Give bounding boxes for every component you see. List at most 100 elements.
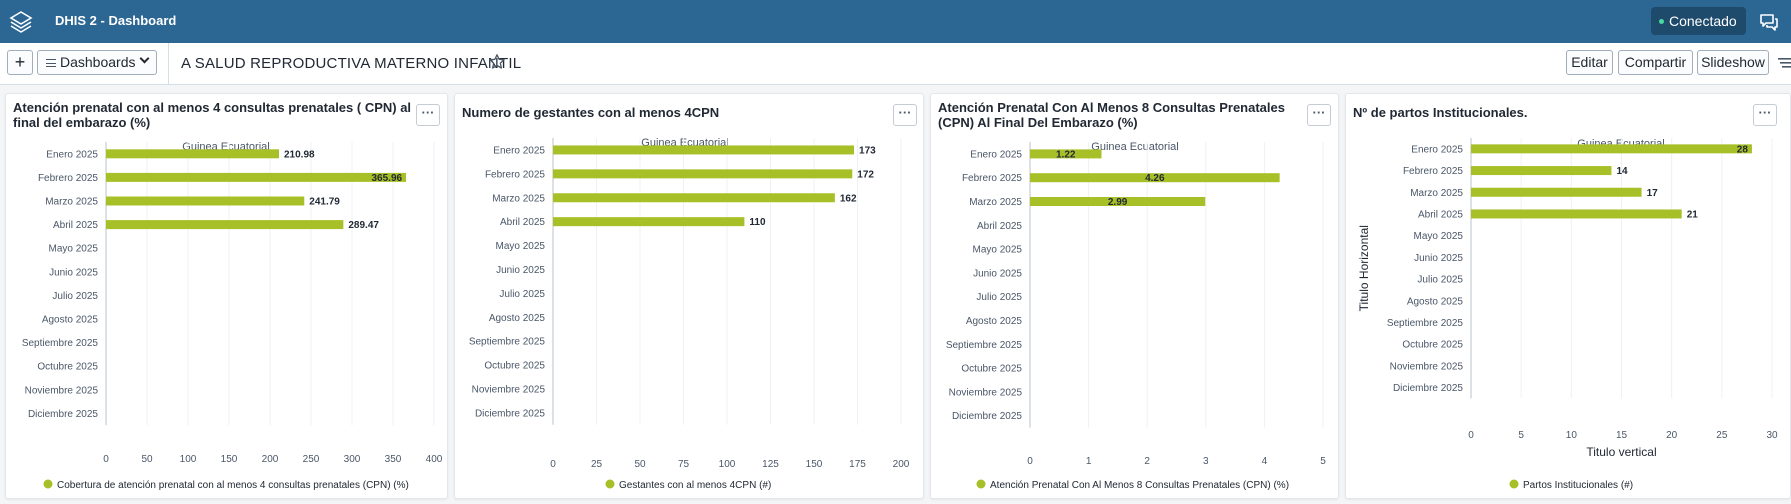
category-label: Octubre 2025 [961, 364, 1022, 375]
category-label: Marzo 2025 [45, 197, 98, 208]
connection-status-label: Conectado [1669, 13, 1737, 29]
connection-status-badge: Conectado [1651, 7, 1746, 35]
data-label: 17 [1647, 188, 1659, 199]
data-label: 28 [1737, 144, 1749, 155]
slideshow-button[interactable]: Slideshow [1697, 50, 1769, 75]
data-label: 4.26 [1145, 173, 1165, 184]
data-label: 365.96 [371, 173, 402, 184]
data-label: 110 [749, 217, 766, 228]
category-label: Agosto 2025 [1407, 296, 1464, 307]
x-tick-label: 50 [634, 459, 646, 470]
divider [168, 43, 169, 85]
bar-chart: Guinea Ecuatorial 0 1 2 3 4 5 Enero 2025 1.22 Feb… [946, 141, 1326, 491]
category-label: Octubre 2025 [1402, 340, 1463, 351]
data-label: 14 [1616, 166, 1628, 177]
card-more-button[interactable]: ··· [416, 104, 440, 126]
category-label: Enero 2025 [493, 145, 545, 156]
x-tick-label: 0 [103, 454, 109, 465]
category-label: Mayo 2025 [1414, 231, 1464, 242]
card-title: Nº de partos Institucionales. [1353, 105, 1528, 120]
x-tick-label: 2 [1144, 456, 1150, 467]
x-tick-label: 100 [719, 459, 736, 470]
add-dashboard-button[interactable]: + [7, 50, 33, 75]
star-icon[interactable] [488, 53, 506, 71]
data-label: 162 [840, 193, 857, 204]
bar [106, 220, 344, 230]
category-label: Febrero 2025 [1403, 166, 1463, 177]
category-label: Octubre 2025 [484, 361, 545, 372]
category-label: Mayo 2025 [49, 244, 99, 255]
chart-card: Atención prenatal con al menos 4 consult… [5, 93, 448, 499]
bar [1471, 187, 1642, 197]
bar [1471, 144, 1752, 154]
x-tick-label: 250 [303, 454, 320, 465]
bar [553, 169, 853, 179]
category-label: Diciembre 2025 [28, 409, 98, 420]
x-tick-label: 75 [678, 459, 690, 470]
legend-label: Gestantes con al menos 4CPN (#) [619, 480, 771, 491]
x-tick-label: 1 [1086, 456, 1092, 467]
card-title: Numero de gestantes con al menos 4CPN [462, 105, 720, 120]
category-label: Marzo 2025 [492, 193, 545, 204]
x-tick-label: 125 [762, 459, 779, 470]
category-label: Abril 2025 [53, 220, 98, 231]
x-tick-label: 50 [141, 454, 153, 465]
dashboards-menu-button[interactable]: Dashboards [37, 50, 157, 75]
category-label: Noviembre 2025 [1390, 361, 1464, 372]
chart-subtitle: Guinea Ecuatorial [1091, 141, 1178, 153]
x-tick-label: 5 [1320, 456, 1326, 467]
category-label: Junio 2025 [496, 265, 545, 276]
category-label: Abril 2025 [500, 217, 545, 228]
x-tick-label: 3 [1203, 456, 1209, 467]
category-label: Diciembre 2025 [952, 411, 1022, 422]
x-tick-label: 200 [893, 459, 910, 470]
category-label: Agosto 2025 [966, 316, 1023, 327]
category-label: Septiembre 2025 [469, 337, 546, 348]
category-label: Diciembre 2025 [475, 408, 545, 419]
bar [1030, 173, 1280, 183]
dhis2-logo-icon[interactable] [9, 10, 33, 34]
x-tick-label: 20 [1666, 430, 1678, 441]
category-label: Septiembre 2025 [946, 340, 1023, 351]
dashboard-control-bar: + Dashboards A SALUD REPRODUCTIVA MATERN… [0, 43, 1791, 85]
x-tick-label: 100 [180, 454, 197, 465]
category-label: Marzo 2025 [969, 197, 1022, 208]
data-label: 241.79 [309, 197, 340, 208]
x-tick-label: 200 [262, 454, 279, 465]
legend-marker [1509, 479, 1519, 489]
bar [553, 217, 745, 227]
bar [106, 172, 407, 182]
category-label: Noviembre 2025 [472, 384, 546, 395]
data-label: 2.99 [1108, 197, 1128, 208]
bar [1030, 197, 1206, 206]
card-more-button[interactable]: ··· [1753, 104, 1777, 126]
bar [1471, 166, 1612, 176]
bar [553, 145, 855, 155]
category-label: Abril 2025 [977, 221, 1022, 232]
category-label: Junio 2025 [1414, 253, 1463, 264]
messages-icon[interactable] [1758, 11, 1780, 33]
category-label: Noviembre 2025 [949, 387, 1023, 398]
x-tick-label: 175 [849, 459, 866, 470]
legend-marker [43, 479, 53, 489]
data-label: 173 [859, 145, 876, 156]
category-label: Marzo 2025 [1410, 188, 1463, 199]
y-axis-title: Titulo Horizontal [1357, 225, 1371, 311]
list-icon [46, 59, 56, 67]
dashboards-menu-label: Dashboards [60, 54, 136, 70]
share-button[interactable]: Compartir [1618, 50, 1693, 75]
legend-marker [976, 479, 986, 489]
chart-card: Atención Prenatal Con Al Menos 8 Consult… [930, 93, 1339, 499]
card-more-button[interactable]: ··· [893, 104, 917, 126]
category-label: Febrero 2025 [485, 169, 545, 180]
x-tick-label: 400 [426, 454, 443, 465]
x-tick-label: 25 [1716, 430, 1728, 441]
legend-label: Atención Prenatal Con Al Menos 8 Consult… [990, 480, 1289, 491]
filter-icon[interactable] [1778, 56, 1791, 70]
card-more-button[interactable]: ··· [1307, 104, 1331, 126]
category-label: Noviembre 2025 [25, 385, 99, 396]
card-title: Atención prenatal con al menos 4 consult… [13, 100, 412, 130]
x-tick-label: 4 [1262, 456, 1268, 467]
edit-button[interactable]: Editar [1566, 50, 1613, 75]
